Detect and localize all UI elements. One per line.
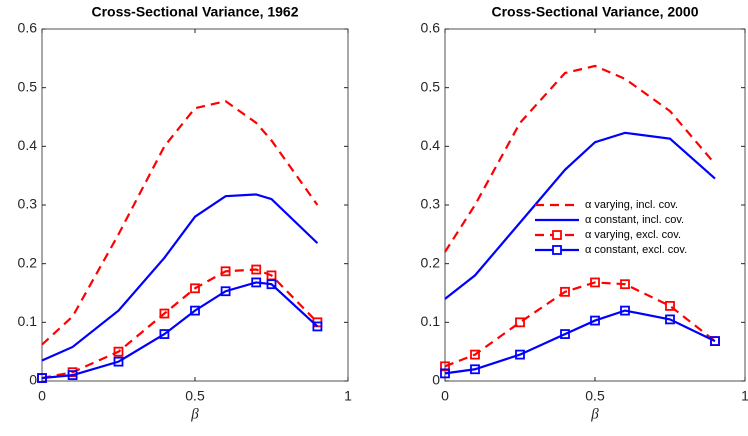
point-marker — [113, 346, 124, 357]
point-marker — [251, 264, 262, 275]
point-marker — [620, 279, 630, 290]
point-marker — [312, 321, 323, 332]
point-marker — [220, 286, 231, 297]
x-tick-label: 1 — [741, 388, 748, 404]
chart-title: Cross-Sectional Variance, 2000 — [492, 4, 699, 20]
point-marker — [159, 329, 170, 339]
y-tick-label: 0.1 — [421, 313, 441, 329]
point-marker — [665, 314, 675, 325]
y-tick-label: 0.2 — [18, 254, 38, 270]
point-marker — [590, 315, 600, 326]
chart-title: Cross-Sectional Variance, 1962 — [92, 4, 299, 20]
point-marker — [470, 349, 480, 360]
legend-marker — [552, 245, 562, 255]
series-line — [41, 281, 319, 380]
y-tick-label: 0.5 — [421, 78, 441, 94]
plot-frame — [444, 28, 746, 382]
y-tick-label: 0 — [432, 372, 440, 388]
point-marker — [620, 305, 630, 316]
legend-label: α constant, excl. cov. — [585, 244, 687, 256]
point-marker — [159, 308, 170, 319]
x-tick-label: 0.5 — [585, 388, 605, 404]
y-tick-label: 0.4 — [18, 137, 38, 153]
point-marker — [266, 279, 277, 290]
point-marker — [515, 349, 525, 360]
legend-label: α varying, excl. cov. — [585, 229, 681, 241]
series-line — [41, 193, 319, 362]
x-tick-label: 1 — [344, 388, 352, 404]
y-tick-label: 0 — [29, 372, 37, 388]
y-tick-label: 0.4 — [421, 137, 441, 153]
point-marker — [590, 277, 600, 288]
point-marker — [560, 329, 570, 339]
point-marker — [190, 305, 200, 316]
x-tick-label: 0.5 — [185, 388, 205, 404]
point-marker — [470, 364, 480, 375]
point-marker — [710, 336, 720, 347]
x-tick-label: 0 — [441, 388, 449, 404]
point-marker — [515, 317, 525, 328]
x-axis-label: β — [590, 406, 599, 422]
point-marker — [440, 361, 450, 372]
y-tick-label: 0.3 — [18, 196, 38, 212]
y-tick-label: 0.5 — [18, 78, 38, 94]
series-line — [444, 64, 716, 253]
series-line — [444, 309, 716, 375]
legend-marker — [552, 230, 562, 240]
legend-label: α varying, incl. cov. — [585, 199, 678, 211]
y-tick-label: 0.6 — [18, 20, 38, 36]
point-marker — [251, 277, 262, 288]
point-marker — [665, 301, 675, 311]
series-line — [41, 99, 319, 346]
series-line — [444, 131, 716, 300]
series-line — [41, 268, 319, 380]
plot-frame — [41, 28, 349, 382]
x-axis-label: β — [190, 406, 199, 422]
point-marker — [190, 283, 200, 294]
point-marker — [220, 266, 231, 277]
point-marker — [440, 368, 450, 379]
series-line — [444, 281, 716, 368]
point-marker — [67, 370, 78, 381]
y-tick-label: 0.3 — [421, 196, 441, 212]
y-tick-label: 0.6 — [421, 20, 441, 36]
legend-label: α constant, incl. cov. — [585, 214, 684, 226]
point-marker — [37, 373, 47, 383]
point-marker — [113, 356, 124, 367]
y-tick-label: 0.1 — [18, 313, 38, 329]
x-tick-label: 0 — [38, 388, 46, 404]
y-tick-label: 0.2 — [421, 254, 441, 270]
point-marker — [560, 286, 570, 297]
